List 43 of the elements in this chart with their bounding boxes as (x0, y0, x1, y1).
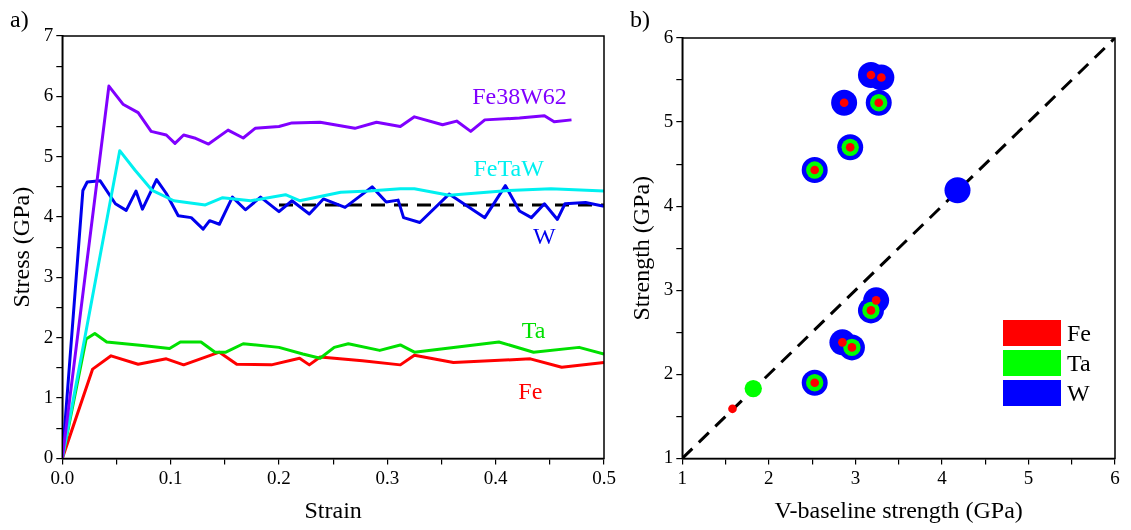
point (944, 177, 971, 204)
x-axis-title: Strain (304, 496, 362, 523)
y-tick-label: 3 (43, 265, 54, 287)
series-label: W (533, 222, 557, 249)
y-tick-label: 6 (43, 84, 54, 106)
x-tick-label: 5 (1023, 466, 1034, 488)
y-tick-label: 5 (663, 110, 674, 132)
x-tick-label: 2 (764, 466, 774, 488)
x-tick-label: 0.4 (483, 466, 509, 488)
y-tick-label: 1 (43, 386, 54, 408)
point (744, 379, 762, 398)
chart-title: a) (10, 6, 29, 33)
series-label: FeTaW (473, 155, 545, 182)
y-axis-title: Strength (GPa) (627, 175, 654, 321)
x-tick-label: 0.1 (158, 466, 183, 488)
x-axis-title: V-baseline strength (GPa) (774, 496, 1023, 523)
x-tick-label: 4 (937, 466, 948, 488)
series-label: Fe38W62 (472, 83, 567, 110)
y-tick-label: 0 (43, 446, 54, 468)
x-tick-label: 6 (1110, 466, 1120, 488)
y-tick-label: 3 (663, 278, 674, 300)
series-label: Fe (518, 377, 543, 404)
y-tick-label: 5 (43, 144, 54, 166)
legend-label: Fe (1067, 319, 1091, 347)
series-label: Ta (521, 317, 546, 344)
x-tick-label: 0.3 (375, 466, 400, 488)
y-tick-label: 2 (663, 362, 674, 384)
y-tick-label: 1 (663, 446, 674, 468)
x-tick-label: 1 (677, 466, 688, 488)
legend-label: Ta (1067, 349, 1091, 377)
x-tick-label: 0.5 (592, 466, 616, 488)
y-tick-label: 7 (43, 23, 54, 45)
y-tick-label: 4 (663, 194, 674, 216)
y-tick-label: 2 (43, 325, 54, 347)
y-axis-title: Stress (GPa) (7, 186, 34, 308)
y-tick-label: 6 (663, 25, 674, 47)
legend-label: W (1067, 379, 1090, 407)
chart-title: b) (630, 6, 650, 33)
x-tick-label: 3 (850, 466, 861, 488)
point (728, 404, 737, 414)
x-tick-label: 0.0 (50, 466, 75, 488)
x-tick-label: 0.2 (267, 466, 291, 488)
y-tick-label: 4 (43, 205, 54, 227)
